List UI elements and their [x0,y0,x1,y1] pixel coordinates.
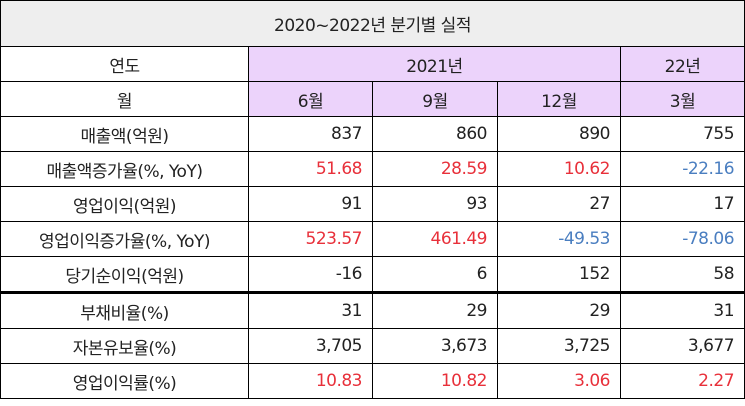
value-cell: 10.62 [497,151,621,187]
row-label: 자본유보율(%) [0,328,249,364]
value-cell: 58 [619,256,745,294]
value-cell: 890 [497,116,621,152]
year-label: 연도 [0,46,249,82]
table-row: 영업이익률(%) 10.83 10.82 3.06 2.27 [0,363,745,399]
value-cell: 10.83 [248,363,373,399]
row-label: 부채비율(%) [0,292,249,329]
year-2021-header: 2021년 [248,46,621,82]
value-cell: 523.57 [248,221,373,257]
row-label: 당기순이익(억원) [0,256,249,294]
row-label: 영업이익(억원) [0,186,249,222]
table-row: 영업이익증가율(%, YoY) 523.57 461.49 -49.53 -78.06 [0,221,745,257]
table-title: 2020~2022년 분기별 실적 [0,0,745,47]
value-cell: 28.59 [372,151,498,187]
table-row: 영업이익(억원) 91 93 27 17 [0,186,745,222]
value-cell: -49.53 [497,221,621,257]
value-cell: 152 [497,256,621,294]
value-cell: 837 [248,116,373,152]
value-cell: -16 [248,256,373,294]
value-cell: 27 [497,186,621,222]
value-cell: 461.49 [372,221,498,257]
table-row: 매출액증가율(%, YoY) 51.68 28.59 10.62 -22.16 [0,151,745,187]
value-cell: 3,725 [497,328,621,364]
month-label: 월 [0,81,249,117]
row-label: 매출액증가율(%, YoY) [0,151,249,187]
month-header: 12월 [497,81,621,117]
value-cell: 91 [248,186,373,222]
month-header: 3월 [619,81,745,117]
value-cell: 860 [372,116,498,152]
table-row: 당기순이익(억원) -16 6 152 58 [0,256,745,294]
row-label: 매출액(억원) [0,116,249,152]
value-cell: 31 [248,292,373,329]
value-cell: 3,673 [372,328,498,364]
value-cell: 6 [372,256,498,294]
value-cell: 31 [619,292,745,329]
row-label: 영업이익률(%) [0,363,249,399]
month-header: 6월 [248,81,373,117]
value-cell: 17 [619,186,745,222]
value-cell: -22.16 [619,151,745,187]
month-header: 9월 [372,81,498,117]
row-label: 영업이익증가율(%, YoY) [0,221,249,257]
table-row: 매출액(억원) 837 860 890 755 [0,116,745,152]
value-cell: 2.27 [619,363,745,399]
year-22-header: 22년 [619,46,745,82]
table-row: 부채비율(%) 31 29 29 31 [0,292,745,329]
value-cell: 93 [372,186,498,222]
value-cell: 29 [497,292,621,329]
value-cell: -78.06 [619,221,745,257]
value-cell: 51.68 [248,151,373,187]
table-row: 자본유보율(%) 3,705 3,673 3,725 3,677 [0,328,745,364]
value-cell: 29 [372,292,498,329]
value-cell: 3.06 [497,363,621,399]
value-cell: 10.82 [372,363,498,399]
value-cell: 3,705 [248,328,373,364]
value-cell: 755 [619,116,745,152]
value-cell: 3,677 [619,328,745,364]
